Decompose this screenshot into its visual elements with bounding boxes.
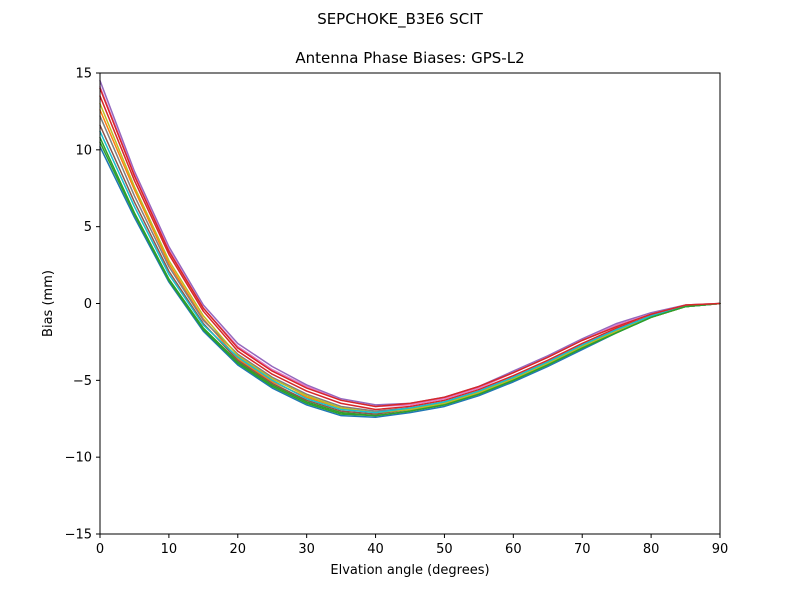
x-tick-label: 20 [230,542,247,557]
y-tick-label: −15 [65,528,92,543]
x-tick-label: 70 [574,542,591,557]
chart-title: Antenna Phase Biases: GPS-L2 [295,49,524,67]
y-tick-label: −5 [73,374,92,389]
series-line-4 [99,95,721,411]
x-tick-label: 60 [505,542,522,557]
x-tick-label: 0 [96,542,104,557]
x-axis-ticks: 0 10 20 30 40 50 60 70 80 90 [96,534,728,557]
figure-suptitle: SEPCHOKE_B3E6 SCIT [317,10,483,29]
x-tick-label: 10 [161,542,178,557]
x-tick-label: 90 [712,542,729,557]
series-line-11 [99,141,721,417]
x-tick-label: 30 [298,542,315,557]
series-line-12 [99,87,721,408]
series-layer [99,79,721,418]
y-tick-label: 15 [75,67,92,82]
y-tick-label: 10 [75,143,92,158]
y-axis-ticks: −15 −10 −5 0 5 10 15 [65,67,100,543]
y-tick-label: 0 [84,297,92,312]
series-line-10 [99,130,721,414]
x-tick-label: 80 [643,542,660,557]
x-tick-label: 40 [367,542,384,557]
x-axis-label: Elvation angle (degrees) [330,563,489,578]
y-axis-label: Bias (mm) [41,270,56,337]
x-tick-label: 50 [436,542,453,557]
axes-background [100,73,720,534]
y-tick-label: 5 [84,220,92,235]
series-line-9 [99,102,721,414]
plot-area [99,72,721,535]
y-tick-label: −10 [65,451,92,466]
